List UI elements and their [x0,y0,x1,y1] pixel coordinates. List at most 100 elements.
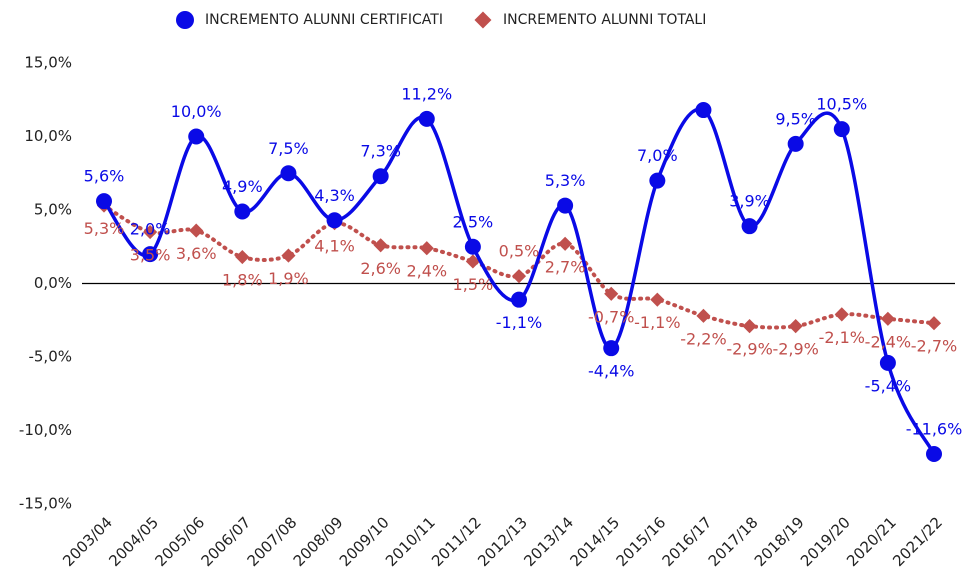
data-label: -2,2% [680,329,726,348]
point [695,102,712,119]
x-tick-label: 2009/10 [336,513,393,570]
series-line [102,203,936,330]
data-label: 7,3% [360,142,401,161]
point [741,218,758,235]
x-tick-label: 2016/17 [659,513,716,570]
point [188,128,205,145]
data-label: -11,6% [906,420,963,439]
point [234,203,251,220]
x-tick-label: 2018/19 [751,513,808,570]
point [926,316,942,331]
data-label: 3,6% [176,244,217,263]
point [511,269,527,284]
data-label: 2,5% [453,212,494,231]
point [879,354,896,371]
data-label: 0,5% [499,242,540,261]
y-tick-label: -10,0% [19,421,72,439]
data-label: 11,2% [401,84,452,103]
data-label: 4,1% [314,237,355,256]
x-tick-label: 2006/07 [198,513,255,570]
data-label: 2,0% [130,220,171,239]
x-tick-label: 2021/22 [889,513,946,570]
x-tick-label: 2007/08 [244,513,301,570]
point [464,238,481,255]
data-label: -0,7% [588,307,634,326]
data-label: 10,5% [816,95,867,114]
point [143,224,158,240]
point [880,311,895,326]
x-tick-label: 2005/06 [151,513,208,570]
data-label: -2,9% [772,340,818,359]
x-tick-label: 2003/04 [59,513,116,570]
data-label: 4,9% [222,177,263,196]
x-tick-label: 2020/21 [843,513,900,570]
data-label: -1,1% [496,313,542,332]
point [696,308,711,323]
point [372,168,389,185]
point [834,307,849,322]
data-label: 2,4% [406,262,447,281]
data-label: 7,0% [637,146,678,165]
data-label: -4,4% [588,362,634,381]
data-label: 10,0% [171,102,222,121]
x-tick-label: 2015/16 [613,513,670,570]
point [787,135,804,152]
point [604,286,619,301]
data-label: 3,9% [729,192,770,211]
y-tick-label: -5,0% [28,348,72,366]
legend-marker [176,11,194,29]
data-label: -1,1% [634,313,680,332]
y-tick-label: 15,0% [24,54,72,72]
data-label: 4,3% [314,186,355,205]
point [189,223,204,238]
x-tick-label: 2019/20 [797,513,854,570]
x-tick-label: 2014/15 [566,513,623,570]
point [235,249,250,265]
x-tick-label: 2017/18 [705,513,762,570]
data-label: 1,9% [268,269,309,288]
point [511,291,527,308]
point [465,254,480,269]
point [96,193,112,210]
x-tick-label: 2004/05 [105,513,162,570]
point [142,246,159,263]
x-tick-label: 2012/13 [474,513,531,570]
point [557,197,574,214]
y-tick-label: 0,0% [34,274,72,292]
point [926,446,942,463]
y-tick-label: 5,0% [34,201,72,219]
x-tick-label: 2013/14 [520,513,577,570]
point [742,319,757,334]
data-label: 2,7% [545,257,586,276]
data-label: 9,5% [775,109,816,128]
point [603,340,620,357]
x-tick-label: 2010/11 [382,513,439,570]
data-label: -2,1% [819,328,865,347]
data-label: -2,9% [726,340,772,359]
data-label: 2,6% [360,259,401,278]
data-label: 1,5% [453,275,494,294]
data-label: -5,4% [865,376,911,395]
point [558,236,573,251]
point [280,165,297,182]
data-label: -2,7% [911,337,957,356]
x-tick-label: 2011/12 [428,513,485,570]
point [419,241,434,256]
data-label: -2,4% [865,332,911,351]
point [833,121,850,138]
data-label: 1,8% [222,271,263,290]
data-label: 7,5% [268,139,309,158]
legend-label: INCREMENTO ALUNNI CERTIFICATI [205,12,443,28]
point [373,238,388,253]
point [650,292,665,307]
y-tick-label: 10,0% [24,127,72,145]
point [788,319,803,334]
data-label: 5,3% [545,171,586,190]
point [418,110,435,127]
legend-label: INCREMENTO ALUNNI TOTALI [503,12,706,28]
point [649,172,666,189]
x-tick-label: 2008/09 [290,513,347,570]
data-label: 5,6% [84,167,125,186]
point [326,212,343,229]
